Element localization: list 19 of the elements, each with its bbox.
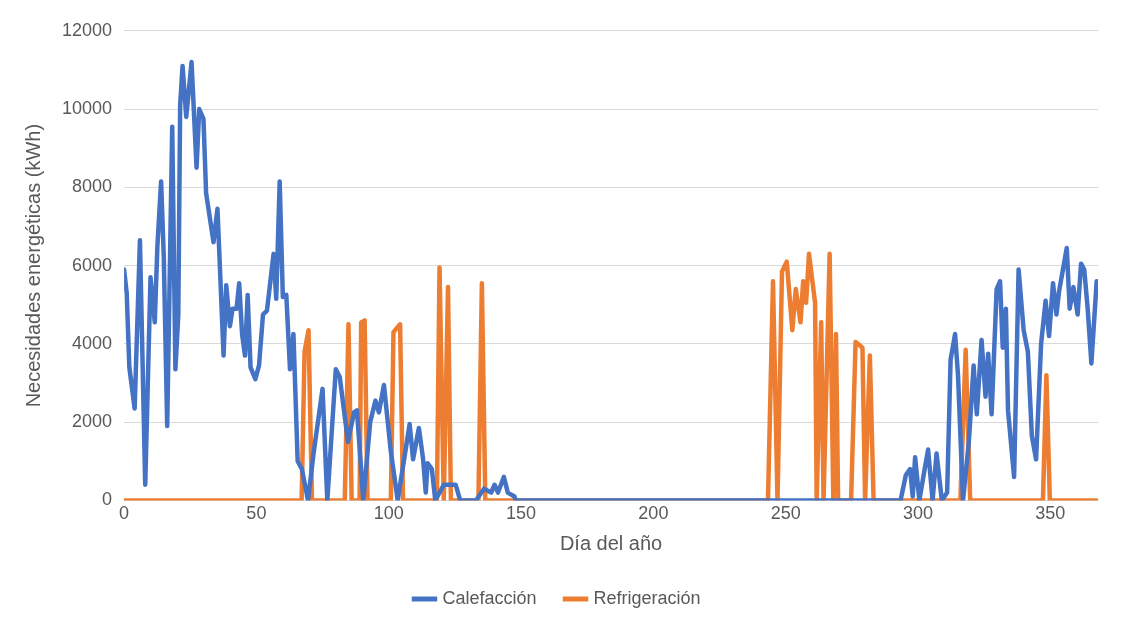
y-tick-label: 6000 [72,254,113,275]
y-tick-label: 2000 [72,411,113,432]
y-tick-label: 4000 [72,332,113,353]
x-tick-label: 50 [246,503,267,524]
x-tick-label: 200 [638,503,669,524]
x-axis-title: Día del año [559,531,663,554]
legend-label: Refrigeración [593,587,701,608]
y-axis-title: Necesidades energéticas (kWh) [21,123,44,408]
y-tick-label: 0 [102,489,113,510]
x-tick-label: 250 [770,503,801,524]
y-tick-label: 10000 [61,98,113,119]
x-tick-label: 350 [1035,503,1066,524]
y-tick-label: 12000 [61,19,113,40]
x-tick-label: 100 [373,503,404,524]
x-tick-label: 150 [506,503,537,524]
y-tick-label: 8000 [72,176,113,197]
x-tick-label: 0 [119,503,130,524]
x-tick-label: 300 [903,503,934,524]
legend-label: Calefacción [442,587,537,608]
